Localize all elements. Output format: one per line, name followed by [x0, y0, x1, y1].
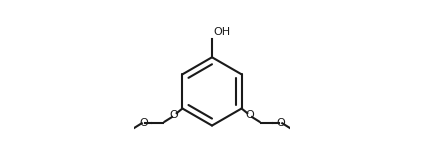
Text: O: O [246, 110, 254, 121]
Text: O: O [170, 110, 178, 121]
Text: O: O [276, 118, 285, 128]
Text: O: O [139, 118, 148, 128]
Text: OH: OH [214, 27, 231, 37]
